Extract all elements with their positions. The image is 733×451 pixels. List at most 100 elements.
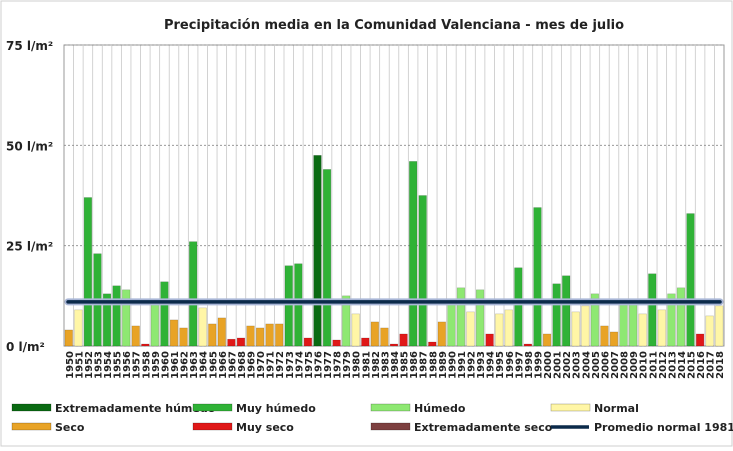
x-tick-label: 1996	[505, 351, 516, 379]
x-tick-label: 1976	[313, 351, 324, 379]
x-tick-label: 1994	[486, 351, 497, 379]
x-tick-label: 1971	[266, 351, 277, 379]
bar	[64, 329, 73, 347]
x-tick-label: 1954	[103, 351, 114, 379]
bar	[217, 317, 226, 347]
x-tick-label: 2002	[562, 351, 573, 379]
x-tick-label: 1966	[218, 351, 229, 379]
legend-label: Húmedo	[414, 402, 466, 415]
bar	[600, 325, 609, 347]
x-tick-label: 2010	[639, 351, 650, 379]
x-tick-label: 1977	[323, 351, 334, 379]
x-tick-label: 1997	[514, 351, 525, 379]
x-tick-label: 1969	[247, 351, 258, 379]
x-tick-label: 1980	[352, 351, 363, 379]
bar	[370, 321, 379, 347]
bar	[409, 161, 418, 347]
bar	[428, 341, 437, 347]
bar	[284, 265, 293, 347]
bar	[246, 325, 255, 347]
bar	[629, 299, 638, 347]
legend-label: Seco	[55, 421, 85, 434]
bar	[351, 313, 360, 347]
bar	[638, 313, 647, 347]
x-tick-label: 2009	[629, 351, 640, 379]
y-tick-label: 25 l/m²	[6, 240, 53, 254]
x-tick-label: 1970	[256, 351, 267, 379]
x-tick-label: 1978	[333, 351, 344, 379]
bar	[150, 301, 159, 347]
x-tick-label: 1958	[141, 351, 152, 379]
x-tick-label: 2004	[581, 351, 592, 379]
x-tick-label: 1998	[524, 351, 535, 379]
legend-label: Promedio normal 1981-2010	[594, 421, 733, 434]
x-tick-label: 2007	[610, 351, 621, 379]
bar	[322, 169, 332, 347]
x-tick-label: 1979	[342, 351, 353, 379]
x-tick-label: 2013	[667, 351, 678, 379]
x-tick-label: 1963	[189, 351, 200, 379]
bar	[141, 343, 150, 347]
bar	[447, 301, 456, 347]
x-tick-label: 2003	[572, 351, 583, 379]
bar	[485, 333, 494, 347]
x-tick-label: 1956	[122, 351, 133, 379]
x-tick-label: 1959	[151, 351, 162, 379]
bar	[389, 343, 399, 347]
x-tick-label: 1992	[467, 351, 478, 379]
x-tick-label: 2016	[696, 351, 707, 379]
bar	[112, 285, 121, 347]
x-tick-label: 2011	[648, 351, 659, 379]
bar	[715, 305, 724, 347]
x-tick-label: 1999	[533, 351, 544, 379]
bar	[83, 197, 92, 347]
legend-label: Extremadamente seco	[414, 421, 553, 434]
bar	[198, 307, 207, 347]
y-tick-label: 50 l/m²	[6, 139, 53, 153]
plot-area	[63, 44, 725, 347]
legend-swatch	[192, 403, 233, 412]
bar	[648, 273, 657, 347]
chart-title: Precipitación media en la Comunidad Vale…	[164, 18, 624, 33]
x-tick-label: 1967	[227, 351, 238, 379]
bar	[399, 333, 408, 347]
bar	[667, 293, 676, 347]
x-tick-label: 1973	[285, 351, 296, 379]
bar	[523, 343, 532, 347]
bar	[657, 309, 666, 347]
x-tick-label: 1951	[74, 351, 85, 379]
legend-label: Extremadamente húmedo	[55, 402, 216, 415]
x-tick-label: 1960	[160, 351, 171, 379]
bar	[581, 305, 590, 347]
bar	[504, 309, 513, 347]
bar	[122, 289, 131, 347]
x-tick-label: 2012	[658, 351, 669, 379]
bar	[380, 327, 389, 347]
bar	[696, 333, 705, 347]
bar	[676, 287, 686, 347]
bar	[495, 313, 504, 347]
bar	[571, 311, 580, 347]
bar	[418, 195, 427, 347]
bar	[456, 287, 466, 347]
x-tick-label: 1974	[294, 351, 305, 379]
bar	[236, 337, 246, 347]
bar	[514, 267, 523, 347]
x-tick-label: 1964	[199, 351, 210, 379]
bar	[131, 325, 140, 347]
legend-swatch	[370, 422, 411, 431]
x-tick-label: 1983	[380, 351, 391, 379]
bar	[275, 323, 284, 347]
legend: Extremadamente húmedo Muy húmedo Húmedo Nor…	[11, 402, 733, 434]
x-tick-label: 1991	[457, 351, 468, 379]
bar	[179, 327, 188, 347]
x-tick-label: 1985	[400, 351, 411, 379]
legend-label: Normal	[594, 402, 639, 415]
x-tick-label: 1995	[495, 351, 506, 379]
x-tick-label: 1981	[361, 351, 372, 379]
bar	[705, 315, 714, 347]
bar	[169, 319, 179, 347]
